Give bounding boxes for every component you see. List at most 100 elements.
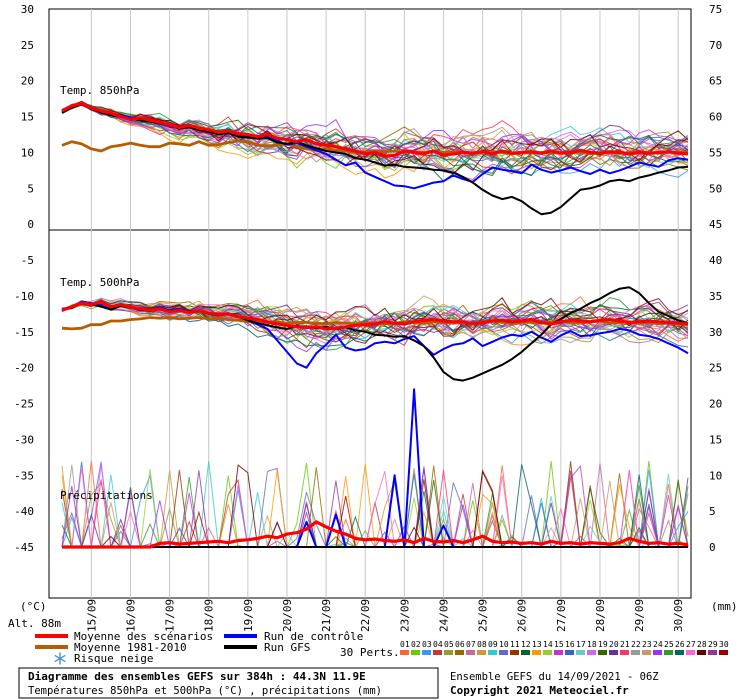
legend-control: Run de contrôle (264, 630, 363, 643)
pert-legend-label: 24 (653, 640, 663, 649)
pert-legend-swatch (455, 650, 464, 655)
x-tick-label: 27/09 (555, 599, 568, 632)
pert-legend-swatch (510, 650, 519, 655)
pert-legend-label: 12 (521, 640, 531, 649)
x-tick-label: 21/09 (320, 599, 333, 632)
legend-perts-label: 30 Perts. (340, 646, 400, 659)
copyright: Copyright 2021 Meteociel.fr (450, 684, 629, 697)
x-tick-label: 19/09 (242, 599, 255, 632)
pert-legend-swatch (719, 650, 728, 655)
title-box (18, 667, 439, 699)
pert-legend: 01 02 03 04 05 06 07 08 09 10 11 12 13 14 15 16 17 18 19 20… (400, 640, 729, 655)
unit-left: (°C) (20, 600, 47, 613)
x-tick-label: 30/09 (672, 599, 685, 632)
pert-legend-label: 06 (455, 640, 465, 649)
legend-mean-clim: Moyenne 1981-2010 (74, 641, 187, 654)
x-tick-label: 26/09 (516, 599, 529, 632)
altitude-label: Alt. 88m (8, 617, 61, 630)
run-info: Ensemble GEFS du 14/09/2021 - 06Z (450, 671, 659, 683)
pert-line-28 (61, 297, 689, 331)
y-tick-left: -5 (21, 254, 34, 267)
y-tick-right: 30 (709, 326, 722, 339)
pert-legend-swatch (631, 650, 640, 655)
pert-legend-label: 21 (620, 640, 630, 649)
pert-legend-swatch (653, 650, 662, 655)
pert-legend-label: 18 (587, 640, 597, 649)
pert-line-26 (61, 103, 689, 177)
y-tick-left: -45 (14, 541, 34, 554)
y-tick-left: 5 (27, 182, 34, 195)
pert-legend-swatch (598, 650, 607, 655)
y-tick-right: 75 (709, 3, 722, 16)
y-tick-left: 15 (21, 111, 34, 124)
y-tick-right: 40 (709, 254, 722, 267)
x-tick-label: 23/09 (398, 599, 411, 632)
pert-legend-label: 14 (543, 640, 553, 649)
pert-legend-label: 22 (631, 640, 641, 649)
unit-right: (mm) (711, 600, 738, 613)
pert-legend-swatch (477, 650, 486, 655)
y-tick-left: 20 (21, 75, 34, 88)
y-tick-right: 15 (709, 433, 722, 446)
y-axis-left-ticks: 30 25 20 15 10 5 0 -5 -10 -15 -20 -25 -30 -35 -40 -45 (14, 3, 34, 554)
pert-legend-swatch (433, 650, 442, 655)
pert-legend-swatch (532, 650, 541, 655)
y-tick-right: 60 (709, 111, 722, 124)
pert-legend-label: 13 (532, 640, 542, 649)
y-tick-left: 30 (21, 3, 34, 16)
y-tick-right: 65 (709, 75, 722, 88)
y-tick-left: -40 (14, 505, 34, 518)
pert-legend-swatch (708, 650, 717, 655)
legend-mean-scenarios: Moyenne des scénarios (74, 630, 213, 643)
series-0-t850 (61, 102, 689, 158)
y-tick-right: 5 (709, 505, 716, 518)
y-tick-left: -15 (14, 326, 34, 339)
x-tick-label: 20/09 (281, 599, 294, 632)
y-tick-left: 0 (27, 218, 34, 231)
pert-line-24 (61, 300, 689, 353)
panel-label-t500: Temp. 500hPa (60, 276, 139, 289)
pert-legend-label: 01 (400, 640, 410, 649)
y-tick-left: 25 (21, 39, 34, 52)
pert-legend-swatch (620, 650, 629, 655)
pert-legend-label: 16 (565, 640, 575, 649)
pert-legend-label: 27 (686, 640, 696, 649)
plot-area (48, 8, 692, 599)
main-lines (61, 102, 689, 549)
pert-legend-swatch (499, 650, 508, 655)
pert-legend-swatch (400, 650, 409, 655)
legend-gfs: Run GFS (264, 641, 310, 654)
pert-legend-label: 23 (642, 640, 652, 649)
y-tick-left: -30 (14, 433, 34, 446)
y-tick-left: -35 (14, 469, 34, 482)
x-tick-label: 25/09 (477, 599, 490, 632)
pert-legend-label: 02 (411, 640, 421, 649)
pert-legend-label: 30 (719, 640, 729, 649)
pert-legend-label: 09 (488, 640, 498, 649)
pert-legend-swatch (664, 650, 673, 655)
x-axis-ticks: 15/09 16/09 17/09 18/09 19/09 20/09 21/09 22/09… (85, 599, 685, 632)
pert-legend-label: 03 (422, 640, 432, 649)
pert-legend-swatch (565, 650, 574, 655)
y-tick-right: 70 (709, 39, 722, 52)
pert-legend-swatch (488, 650, 497, 655)
pert-legend-label: 05 (444, 640, 454, 649)
pert-legend-label: 15 (554, 640, 564, 649)
y-tick-left: -25 (14, 398, 34, 411)
y-tick-left: 10 (21, 146, 34, 159)
pert-legend-label: 19 (598, 640, 608, 649)
pert-legend-label: 08 (477, 640, 487, 649)
pert-legend-swatch (554, 650, 563, 655)
chart-subtitle: Températures 850hPa et 500hPa (°C) , pré… (28, 685, 382, 697)
series-0-t500 (61, 300, 689, 331)
y-tick-right: 45 (709, 218, 722, 231)
pert-legend-label: 10 (499, 640, 509, 649)
x-tick-label: 28/09 (594, 599, 607, 632)
pert-legend-swatch (521, 650, 530, 655)
x-tick-label: 24/09 (437, 599, 450, 632)
y-tick-left: -10 (14, 290, 34, 303)
panel-label-precip: Précipitations (60, 489, 153, 502)
panel-label-t850: Temp. 850hPa (60, 84, 139, 97)
pert-legend-label: 25 (664, 640, 674, 649)
